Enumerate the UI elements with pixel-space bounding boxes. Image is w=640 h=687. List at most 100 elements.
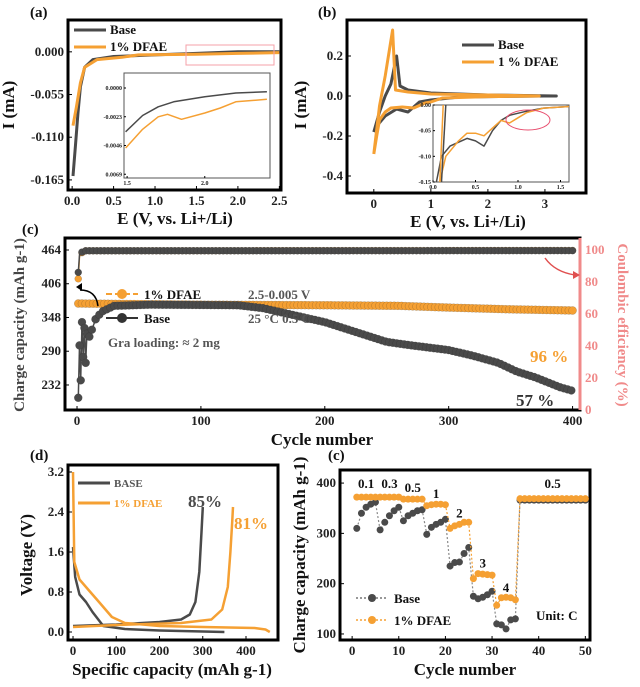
data-point-1-dfae xyxy=(488,571,496,579)
legend-label: 1% DFAE xyxy=(144,287,201,302)
a-x-tick-label: 0.5 xyxy=(105,193,122,208)
e-xlabel: Cycle number xyxy=(414,660,517,679)
data-point-1-dfae xyxy=(581,495,589,503)
data-point-base xyxy=(385,512,393,520)
a-x-tick-label: 0.0 xyxy=(64,193,80,208)
arrow-head-icon xyxy=(76,283,82,291)
c-loading: Gra loading: ≈ 2 mg xyxy=(108,335,220,350)
legend-label: 1% DFAE xyxy=(110,39,167,54)
b-x-tick-label: 1 xyxy=(428,196,435,211)
a-x-tick-label: 1.5 xyxy=(188,193,205,208)
inset-series-line-base xyxy=(125,90,267,133)
e-x-tick-label: 50 xyxy=(579,643,592,658)
rate-label: 1 xyxy=(433,486,440,501)
e-y-tick-label: 400 xyxy=(317,475,337,490)
data-point-base-ce xyxy=(74,268,83,277)
e-ylabel: Charge capacity (mAh g-1) xyxy=(290,457,309,654)
data-point-1-dfae xyxy=(465,518,473,526)
c-y-tick-label: 348 xyxy=(42,309,62,324)
inset-series-line-1-dfae xyxy=(439,105,570,183)
c-legend: 1% DFAE Base xyxy=(106,287,201,326)
data-point-base-capacity xyxy=(75,341,84,350)
c-y-tick-label: 290 xyxy=(42,343,62,358)
legend-label: 1 % DFAE xyxy=(498,54,558,69)
a-y-tick-label: -0.165 xyxy=(30,172,64,187)
rate-label: 0.1 xyxy=(358,476,374,491)
e-plot-frame xyxy=(338,468,592,642)
e-legend: Base 1% DFAE xyxy=(356,591,451,628)
b-inset-y-tick-label: -0.15 xyxy=(419,180,432,186)
rate-label: 3 xyxy=(479,556,486,571)
rate-label: 4 xyxy=(503,580,510,595)
a-xlabel: E (V, vs. Li+/Li) xyxy=(117,209,233,228)
series-line-1-dfae-ce xyxy=(77,249,573,279)
d-y-tick-label: 2.4 xyxy=(48,504,65,519)
legend-marker-base xyxy=(368,594,376,602)
series-line-1-dfae xyxy=(372,28,541,155)
inset-series-line-dfae-anodic xyxy=(439,104,444,183)
d-plot-frame xyxy=(66,463,280,642)
b-x-tick-label: 3 xyxy=(542,196,549,211)
c-x-tick-label: 0 xyxy=(74,413,81,428)
a-x-tick-label: 2.5 xyxy=(271,193,288,208)
rate-label: 2 xyxy=(456,505,463,520)
rate-label: 0.5 xyxy=(405,480,422,495)
chart-a-cathodic-current: 0.0 0.5 1.0 1.5 2.0 2.5 0.000 -0.055 -0.110 -0.16… xyxy=(30,18,288,208)
data-point-base xyxy=(465,543,473,551)
legend-marker-dfae xyxy=(368,616,376,624)
data-point-base-capacity xyxy=(81,358,90,368)
panel-label-e: (c) xyxy=(328,448,345,464)
a-inset-x-tick-label: 1.5 xyxy=(123,181,131,187)
legend-label: Base xyxy=(394,591,420,606)
data-point-base xyxy=(441,515,449,523)
b-highlight-ellipse xyxy=(505,109,551,131)
c-y2-tick-label: 20 xyxy=(585,370,598,385)
data-point-base xyxy=(399,517,407,525)
b-inset-x-tick-label: 1.0 xyxy=(514,185,522,191)
arrow-head-icon xyxy=(573,271,580,279)
data-point-base xyxy=(423,530,431,538)
a-legend: Base 1% DFAE xyxy=(74,22,167,54)
a-inset-y-tick-label: -0.0046 xyxy=(104,144,123,150)
b-y-tick-label: -0.4 xyxy=(322,168,343,183)
rate-label: 0.5 xyxy=(545,476,562,491)
b-y-tick-label: -0.2 xyxy=(322,128,343,143)
inset-series-line-1-dfae xyxy=(125,98,267,149)
e-x-tick-label: 20 xyxy=(439,643,452,658)
data-point-1-dfae-ce xyxy=(74,275,83,283)
b-inset-x-tick-label: 0.0 xyxy=(429,185,437,191)
b-plot-frame xyxy=(345,18,588,195)
c-x-tick-label: 300 xyxy=(439,413,459,428)
c-xlabel: Cycle number xyxy=(271,430,374,449)
a-inset: 1.5 2.0 0.0000 -0.0023 -0.0046 0.0069 xyxy=(104,72,271,187)
a-x-tick-label: 2.0 xyxy=(230,193,246,208)
b-ylabel: I (mA) xyxy=(291,81,310,130)
series-line-1-dfae-discharge xyxy=(71,471,271,634)
b-inset: 0.0 0.5 1.0 1.5 0.00 -0.05 -0.10 -0.15 xyxy=(419,103,570,191)
d-x-tick-label: 200 xyxy=(150,643,170,658)
c-x-tick-label: 100 xyxy=(191,413,211,428)
b-inset-x-tick-label: 1.5 xyxy=(557,185,565,191)
c-y2-tick-label: 40 xyxy=(585,338,598,353)
data-point-base xyxy=(497,621,505,629)
e-y-tick-label: 100 xyxy=(317,626,337,641)
c-y2-tick-label: 80 xyxy=(585,274,598,289)
d-legend: BASE 1% DFAE xyxy=(78,478,162,510)
a-y-tick-label: -0.055 xyxy=(30,87,64,102)
series-line-base-discharge xyxy=(71,546,225,634)
data-point-1-dfae xyxy=(493,601,501,609)
panel-label-a: (a) xyxy=(30,5,48,21)
d-x-tick-label: 0 xyxy=(70,643,77,658)
c-y2label: Coulombic efficiency (%) xyxy=(614,243,630,406)
c-base-retention: 57 % xyxy=(516,391,554,410)
b-legend: Base 1 % DFAE xyxy=(462,37,558,69)
data-point-base xyxy=(376,526,384,534)
series-line-1-dfae xyxy=(71,51,280,126)
legend-label: 1% DFAE xyxy=(114,498,162,510)
data-point-base-ce xyxy=(568,246,577,255)
data-point-base xyxy=(381,518,389,526)
data-point-base-capacity xyxy=(74,393,83,403)
e-y-tick-label: 300 xyxy=(317,525,337,540)
b-y-tick-label: 0.0 xyxy=(327,88,343,103)
